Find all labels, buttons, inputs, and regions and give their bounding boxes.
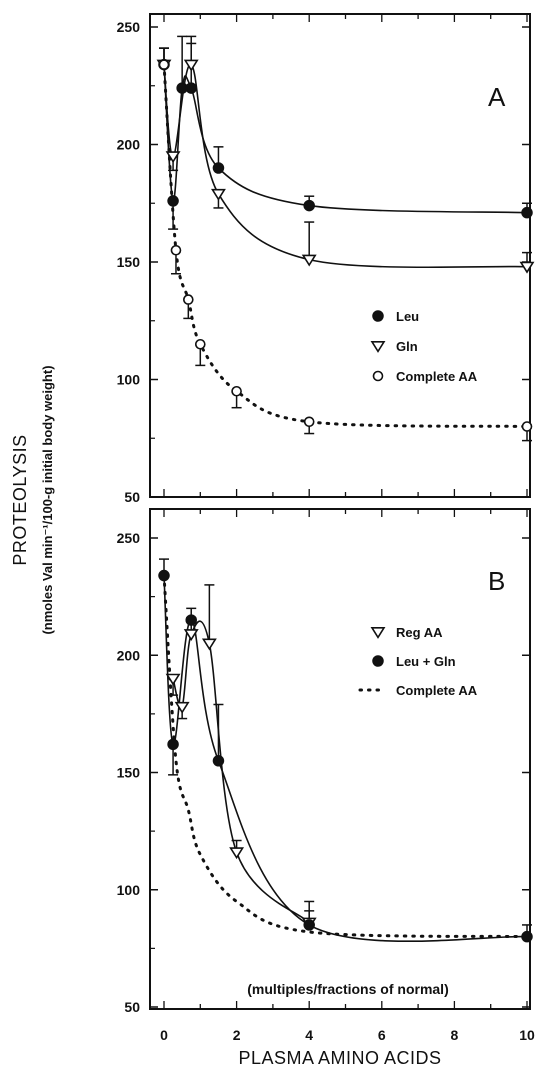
panel-a-gln-point xyxy=(211,188,226,201)
panel-a-complete-aa-point xyxy=(170,244,182,256)
panel-b-leu-gln-point xyxy=(212,755,225,767)
panel-b-leu-gln-point xyxy=(158,569,170,582)
panel-b-ytick-label: 150 xyxy=(117,765,141,781)
panel-b-xtick-label: 10 xyxy=(519,1027,535,1043)
panel-b-letter: B xyxy=(488,566,505,596)
panel-b-xtick-label: 8 xyxy=(451,1027,459,1043)
panel-a-ytick-label: 150 xyxy=(117,254,141,270)
panel-a-gln-point xyxy=(183,59,199,72)
y-axis-title: PROTEOLYSIS xyxy=(10,434,30,565)
panel-a-ytick-label: 50 xyxy=(124,489,140,505)
panel-b-ytick-label: 250 xyxy=(117,530,141,546)
panel-a-ytick-label: 200 xyxy=(117,137,141,153)
panel-b-leu-gln-point xyxy=(167,738,179,751)
panel-a-complete-aa-point xyxy=(158,59,170,70)
panel-b-xtick-label: 2 xyxy=(233,1027,241,1043)
panel-a-leu-point xyxy=(212,162,225,174)
panel-b-frame xyxy=(149,508,531,1010)
x-axis-title: PLASMA AMINO ACIDS xyxy=(238,1048,441,1068)
panel-a-legend-gln-symbol xyxy=(370,340,386,353)
panel-b-legend-reg-aa-symbol xyxy=(370,626,386,639)
y-axis-units: (nmoles Val min⁻¹/100-g initial body wei… xyxy=(40,365,55,634)
panel-a-legend-complete-aa-symbol xyxy=(372,370,384,382)
panel-b-reg-aa-point xyxy=(229,847,245,860)
panel-a-leu-point xyxy=(303,199,315,212)
panel-a-legend-gln-label: Gln xyxy=(396,339,418,354)
panel-b-leu-gln-point xyxy=(521,930,533,943)
panel-b-reg-aa-line xyxy=(172,620,310,924)
panel-a-leu-point xyxy=(521,206,533,219)
panel-b-ytick-label: 200 xyxy=(117,647,141,663)
panel-a-ytick-label: 250 xyxy=(117,19,141,35)
panel-b-reg-aa-point xyxy=(165,673,181,686)
panel-b-xtick-label: 4 xyxy=(305,1027,313,1043)
panel-b-complete-aa-line xyxy=(162,574,529,939)
panel-a-frame xyxy=(149,13,531,498)
panel-a-leu-point xyxy=(167,195,179,207)
x-axis-note: (multiples/fractions of normal) xyxy=(247,981,448,997)
panel-a-complete-aa-line xyxy=(162,63,529,428)
panel-a-complete-aa-point xyxy=(231,385,242,397)
panel-a-complete-aa-point xyxy=(183,294,194,305)
panel-b-xtick-label: 0 xyxy=(160,1027,168,1043)
panel-b-xtick-label: 6 xyxy=(378,1027,386,1043)
panel-a-leu-point xyxy=(185,82,197,94)
panel-a-gln-point xyxy=(165,151,181,164)
panel-a-legend-leu-symbol xyxy=(372,310,384,322)
panel-b-ytick-label: 100 xyxy=(117,882,141,898)
panel-a-legend-complete-aa-label: Complete AA xyxy=(396,369,478,384)
panel-a-complete-aa-point xyxy=(303,416,315,428)
panel-b-leu-gln-point xyxy=(185,614,197,626)
panel-b-leu-gln-line xyxy=(163,575,528,943)
panel-b-reg-aa-point xyxy=(183,629,199,642)
panel-a-complete-aa-point xyxy=(521,421,533,432)
panel-b-legend-complete-aa-label: Complete AA xyxy=(396,683,478,698)
panel-a-gln-point xyxy=(301,254,317,267)
panel-a-complete-aa-point xyxy=(195,338,206,350)
panel-b-ytick-label: 50 xyxy=(124,999,140,1015)
panel-b-legend-leu-gln-label: Leu + Gln xyxy=(396,654,456,669)
panel-b-leu-gln-point xyxy=(303,919,315,931)
panel-b-legend-leu-gln-symbol xyxy=(372,655,384,667)
panel-b-reg-aa-point xyxy=(201,638,217,651)
panel-a-legend-leu-label: Leu xyxy=(396,309,419,324)
panel-a-ytick-label: 100 xyxy=(117,372,141,388)
panel-a-letter: A xyxy=(488,82,506,112)
panel-b-legend-reg-aa-label: Reg AA xyxy=(396,625,443,640)
panel-b-reg-aa-point xyxy=(174,701,190,714)
